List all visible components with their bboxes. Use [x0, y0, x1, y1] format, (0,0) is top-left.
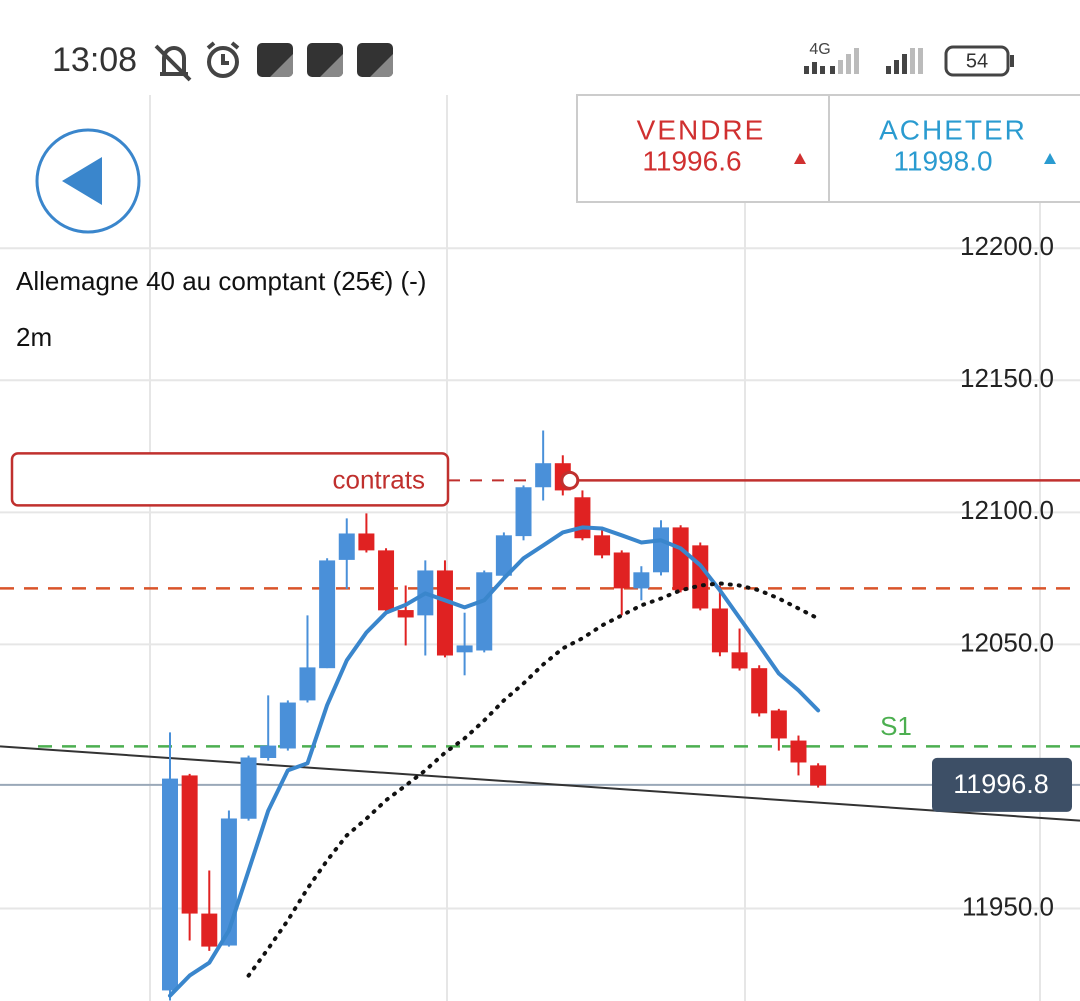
signal-icons	[804, 48, 923, 74]
candle-body	[260, 745, 277, 758]
candle-body	[240, 757, 257, 819]
network-type: 4G	[809, 41, 830, 58]
chart: 11950.0 12050.0 12100.0 12150.0 12200.0 S1 con…	[0, 95, 1080, 1001]
candle-body	[515, 487, 532, 537]
buy-price: 11998.0	[893, 145, 992, 176]
battery-tip	[1010, 55, 1014, 67]
sell-label: VENDRE	[637, 114, 766, 145]
app-icon-detail	[270, 54, 393, 77]
candle-body	[633, 572, 650, 589]
candle-body	[319, 560, 336, 669]
candle-body	[770, 710, 787, 739]
order-marker	[560, 470, 580, 490]
order-label: contrats	[333, 464, 426, 494]
candle-body	[338, 533, 355, 560]
candle-body	[574, 497, 591, 539]
candle-body	[299, 667, 316, 701]
y-tick-label: 12200.0	[960, 231, 1054, 261]
y-tick-label: 12050.0	[960, 627, 1054, 657]
trendline	[0, 745, 1080, 822]
buy-arrow	[1044, 153, 1056, 164]
y-tick-label: 11950.0	[962, 891, 1054, 921]
battery	[944, 45, 1010, 77]
clock: 13:08	[52, 41, 137, 79]
moving-average	[168, 525, 821, 998]
candle-body	[181, 775, 198, 914]
candle-body	[397, 610, 414, 618]
moving-average	[246, 581, 821, 978]
candle-body	[594, 535, 611, 556]
candle-body	[692, 545, 709, 609]
status-icons	[154, 41, 240, 82]
candle-body	[201, 913, 218, 947]
trade-header: VENDRE 11996.6 ACHETER 11998.0	[576, 94, 1080, 203]
timeframe: 2m	[16, 322, 52, 352]
candle-body	[810, 765, 827, 786]
y-tick-label: 12100.0	[960, 495, 1054, 525]
candle-body	[711, 608, 728, 653]
candle-body	[476, 572, 493, 651]
candle-body	[790, 740, 807, 763]
candle-body	[378, 550, 395, 611]
candle-body	[279, 702, 296, 749]
level-label: S1	[880, 711, 912, 741]
candle-body	[456, 645, 473, 653]
buy-label: ACHETER	[879, 114, 1027, 145]
instrument-name: Allemagne 40 au comptant (25€) (-)	[16, 266, 426, 296]
candle-body	[672, 527, 689, 591]
candle-body	[358, 533, 375, 551]
candle-body	[653, 527, 669, 573]
candle-body	[731, 652, 748, 669]
status-bar	[0, 0, 1080, 95]
battery-level: 54	[966, 50, 988, 72]
candle-body	[535, 463, 552, 488]
current-price-label: 11996.8	[953, 769, 1049, 799]
back-arrow	[62, 157, 102, 205]
current-price-box	[932, 757, 1072, 812]
alarm-icon	[207, 46, 239, 78]
order-box	[10, 452, 450, 507]
sell-arrow	[794, 153, 806, 164]
candle-body	[613, 552, 630, 589]
candle-body	[495, 535, 512, 576]
candle-body	[751, 668, 768, 714]
sell-price: 11996.6	[642, 145, 741, 176]
notification-icons	[257, 43, 393, 77]
candle-body	[162, 778, 178, 991]
y-tick-label: 12150.0	[960, 363, 1054, 393]
alarm-hands	[206, 41, 240, 65]
mute-slash	[154, 44, 192, 82]
candle-body	[436, 570, 453, 656]
